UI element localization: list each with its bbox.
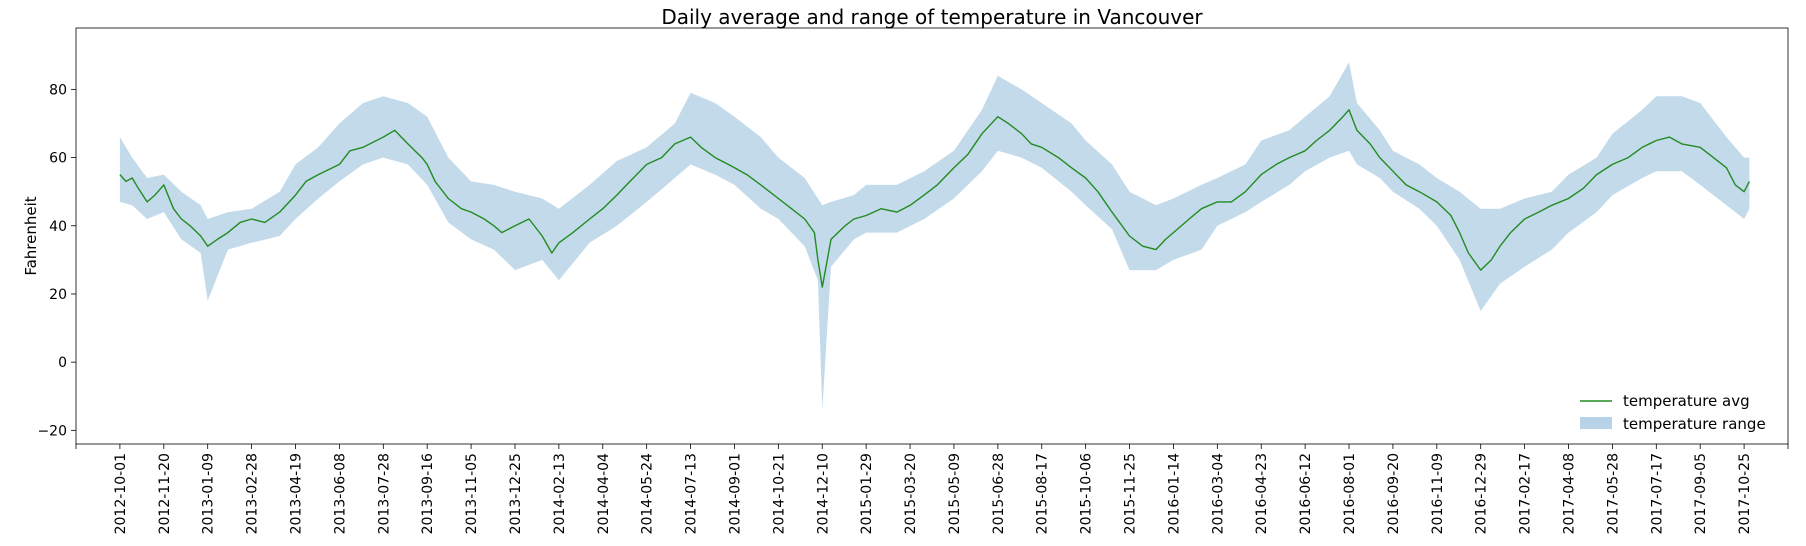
x-tick-label: 2013-02-28 [245, 453, 261, 534]
legend: temperature avg temperature range [1580, 392, 1766, 433]
temperature-range-band [119, 62, 1750, 410]
x-tick-label: 2017-04-08 [1562, 453, 1578, 534]
x-tick-label: 2015-06-28 [991, 453, 1007, 534]
x-tick-label: 2013-04-19 [289, 453, 305, 534]
y-tick-label: 80 [49, 82, 67, 98]
legend-label-range: temperature range [1623, 415, 1766, 433]
x-tick-label: 2016-06-12 [1298, 453, 1314, 534]
chart-title: Daily average and range of temperature i… [661, 5, 1203, 29]
y-tick-label: 40 [49, 219, 67, 235]
plot-area [119, 62, 1751, 410]
x-tick-label: 2015-05-09 [947, 453, 963, 534]
plot-frame [75, 27, 1789, 445]
y-tick-label: 0 [58, 355, 67, 371]
x-tick-label: 2014-07-13 [684, 453, 700, 534]
x-tick-label: 2013-09-16 [420, 453, 436, 534]
x-tick-label: 2013-11-05 [464, 453, 480, 534]
y-tick-label: 60 [49, 151, 67, 167]
x-axis: 2012-10-01 2012-11-20 2013-01-09 2013-02-28… [75, 444, 1789, 534]
x-tick-label: 2016-03-04 [1210, 453, 1226, 534]
range-band-layer [119, 62, 1750, 410]
x-tick-label: 2015-11-25 [1123, 453, 1139, 534]
temperature-avg-line [119, 109, 1751, 288]
y-tick-label: 20 [49, 287, 67, 303]
x-tick-label: 2017-02-17 [1518, 453, 1534, 534]
x-tick-label: 2015-01-29 [859, 453, 875, 534]
x-tick-label: 2014-12-10 [815, 453, 831, 534]
x-tick-label: 2015-03-20 [903, 453, 919, 534]
x-tick-label: 2017-09-05 [1693, 453, 1709, 534]
x-tick-label: 2012-11-20 [157, 453, 173, 534]
x-tick-label: 2013-07-28 [376, 453, 392, 534]
x-tick-label: 2014-05-24 [640, 453, 656, 534]
x-tick-label: 2014-09-01 [728, 453, 744, 534]
x-tick-label: 2017-10-25 [1737, 453, 1753, 534]
x-tick-label: 2016-11-09 [1430, 453, 1446, 534]
x-tick-label: 2016-12-29 [1474, 453, 1490, 534]
legend-swatch-range [1580, 417, 1612, 429]
x-tick-label: 2016-08-01 [1342, 453, 1358, 534]
x-tick-label: 2014-10-21 [771, 453, 787, 534]
x-tick-label: 2012-10-01 [113, 453, 129, 534]
legend-label-avg: temperature avg [1623, 392, 1750, 410]
x-tick-label: 2015-10-06 [1079, 453, 1095, 534]
x-tick-label: 2016-04-23 [1254, 453, 1270, 534]
x-tick-label: 2016-01-14 [1166, 453, 1182, 534]
x-tick-label: 2017-07-17 [1649, 453, 1665, 534]
x-tick-label: 2016-09-20 [1386, 453, 1402, 534]
x-tick-label: 2017-05-28 [1605, 453, 1621, 534]
y-tick-label: −20 [37, 423, 67, 439]
x-tick-label: 2014-04-04 [596, 453, 612, 534]
x-tick-label: 2014-02-13 [552, 453, 568, 534]
x-tick-label: 2015-08-17 [1035, 453, 1051, 534]
x-tick-label: 2013-01-09 [201, 453, 217, 534]
y-axis: −20 0 20 40 60 80 [37, 82, 76, 439]
y-axis-label: Fahrenheit [22, 196, 40, 275]
avg-line-layer [119, 109, 1751, 288]
x-tick-label: 2013-12-25 [508, 453, 524, 534]
x-tick-label: 2013-06-08 [332, 453, 348, 534]
